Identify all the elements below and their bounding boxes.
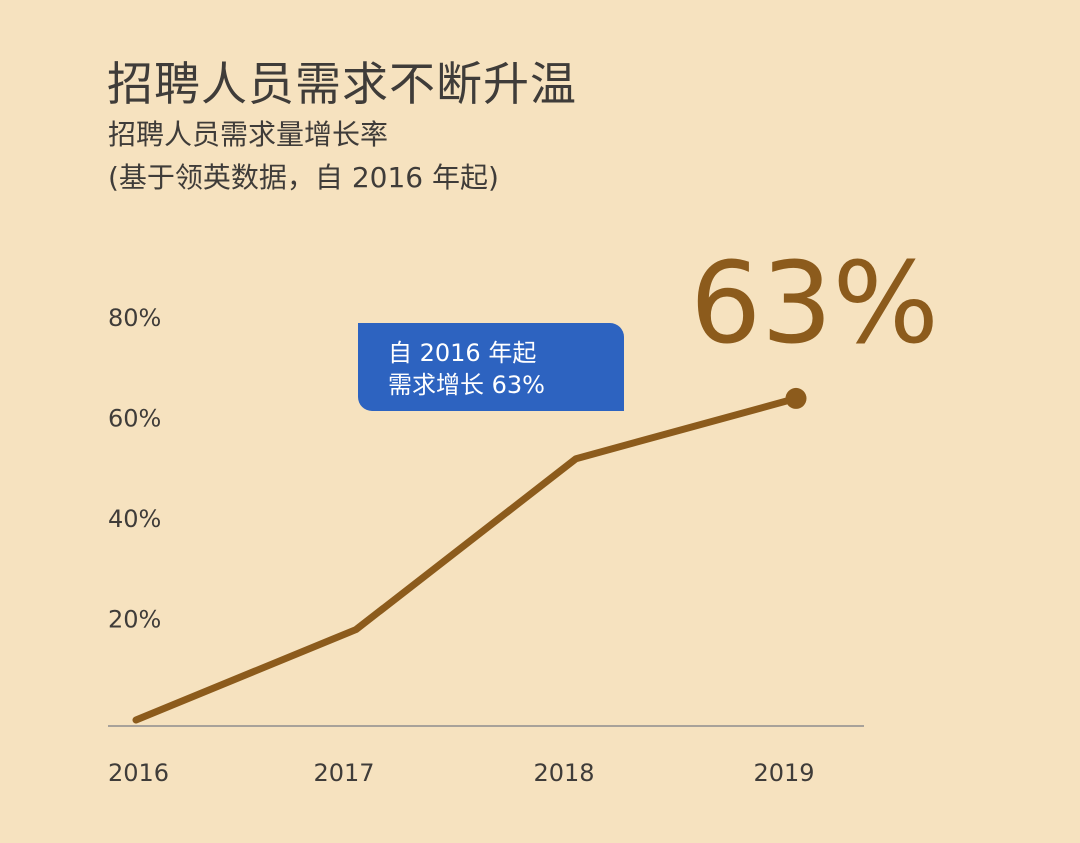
callout-line-2: 需求增长 63% (388, 371, 545, 399)
y-tick-label: 20% (108, 606, 161, 634)
y-tick-label: 60% (108, 405, 161, 433)
series-line (132, 394, 800, 724)
y-tick-label: 80% (108, 304, 161, 332)
chart-subtitle: 招聘人员需求量增长率 (108, 118, 389, 151)
callout-line-1: 自 2016 年起 (388, 339, 537, 367)
y-tick-label: 40% (108, 505, 161, 533)
x-tick-label: 2016 (108, 759, 169, 787)
series-end-marker (785, 387, 807, 409)
x-tick-label: 2018 (533, 759, 594, 787)
highlight-value: 63% (690, 239, 939, 369)
growth-callout: 自 2016 年起 需求增长 63% (358, 323, 624, 411)
chart-note: (基于领英数据，自 2016 年起) (108, 161, 499, 194)
x-tick-label: 2019 (753, 759, 814, 787)
x-axis-ticks: 2016 2017 2018 2019 (108, 759, 815, 787)
y-axis-ticks: 20% 40% 60% 80% (108, 304, 161, 634)
chart-title: 招聘人员需求不断升温 (107, 57, 577, 111)
x-tick-label: 2017 (313, 759, 374, 787)
